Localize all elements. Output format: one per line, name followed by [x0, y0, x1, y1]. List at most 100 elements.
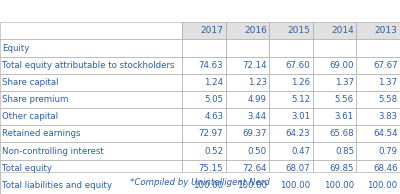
Text: 100.00: 100.00: [280, 181, 310, 190]
Bar: [356, 142, 400, 160]
Bar: [182, 160, 226, 177]
Text: 0.52: 0.52: [204, 147, 223, 156]
Text: 100.00: 100.00: [237, 181, 267, 190]
Text: 1.37: 1.37: [378, 78, 398, 87]
Text: 0.85: 0.85: [335, 147, 354, 156]
Bar: [226, 74, 269, 91]
Text: 2016: 2016: [244, 26, 267, 35]
Bar: [313, 91, 356, 108]
Text: 3.61: 3.61: [335, 112, 354, 121]
Text: 5.58: 5.58: [378, 95, 398, 104]
Text: *Compiled by Unintelligent Nerd: *Compiled by Unintelligent Nerd: [130, 178, 270, 187]
Bar: [356, 160, 400, 177]
Bar: [226, 22, 269, 40]
Text: 64.23: 64.23: [286, 129, 310, 138]
Bar: [269, 160, 313, 177]
Bar: [269, 177, 313, 194]
Bar: [313, 108, 356, 125]
Text: 64.54: 64.54: [373, 129, 398, 138]
Bar: [269, 22, 313, 40]
Bar: [269, 57, 313, 74]
Bar: [0, 57, 182, 74]
Bar: [0, 91, 182, 108]
Bar: [0, 172, 400, 194]
Bar: [226, 39, 269, 57]
Text: 1.23: 1.23: [248, 78, 267, 87]
Text: Share capital: Share capital: [2, 78, 59, 87]
Text: Total equity attributable to stockholders: Total equity attributable to stockholder…: [2, 61, 175, 70]
Bar: [356, 57, 400, 74]
Bar: [313, 22, 356, 40]
Text: 72.14: 72.14: [242, 61, 267, 70]
Text: 68.46: 68.46: [373, 164, 398, 173]
Text: 65.68: 65.68: [329, 129, 354, 138]
Bar: [226, 160, 269, 177]
Text: 5.56: 5.56: [335, 95, 354, 104]
Bar: [313, 57, 356, 74]
Bar: [182, 74, 226, 91]
Bar: [0, 108, 182, 125]
Bar: [269, 74, 313, 91]
Bar: [0, 22, 182, 40]
Text: 2017: 2017: [200, 26, 223, 35]
Bar: [226, 142, 269, 160]
Text: 1.24: 1.24: [204, 78, 223, 87]
Text: 0.47: 0.47: [291, 147, 310, 156]
Bar: [0, 39, 182, 57]
Text: 2015: 2015: [288, 26, 310, 35]
Text: 72.97: 72.97: [199, 129, 223, 138]
Bar: [226, 177, 269, 194]
Text: 100.00: 100.00: [193, 181, 223, 190]
Text: 67.67: 67.67: [373, 61, 398, 70]
Bar: [313, 177, 356, 194]
Bar: [356, 39, 400, 57]
Bar: [269, 91, 313, 108]
Text: 0.79: 0.79: [379, 147, 398, 156]
Text: 4.63: 4.63: [204, 112, 223, 121]
Text: 2014: 2014: [331, 26, 354, 35]
Text: Other capital: Other capital: [2, 112, 58, 121]
Bar: [356, 108, 400, 125]
Text: 3.01: 3.01: [291, 112, 310, 121]
Text: 3.83: 3.83: [378, 112, 398, 121]
Bar: [356, 91, 400, 108]
Bar: [313, 142, 356, 160]
Text: Non-controlling interest: Non-controlling interest: [2, 147, 104, 156]
Text: 75.15: 75.15: [198, 164, 223, 173]
Text: Total equity: Total equity: [2, 164, 52, 173]
Bar: [313, 74, 356, 91]
Bar: [182, 57, 226, 74]
Bar: [182, 177, 226, 194]
Bar: [0, 74, 182, 91]
Bar: [226, 57, 269, 74]
Text: Retained earnings: Retained earnings: [2, 129, 81, 138]
Bar: [0, 177, 182, 194]
Bar: [182, 39, 226, 57]
Text: 69.00: 69.00: [330, 61, 354, 70]
Text: 5.05: 5.05: [204, 95, 223, 104]
Text: 74.63: 74.63: [198, 61, 223, 70]
Bar: [313, 160, 356, 177]
Text: 0.50: 0.50: [248, 147, 267, 156]
Bar: [182, 142, 226, 160]
Bar: [226, 108, 269, 125]
Text: 1.26: 1.26: [291, 78, 310, 87]
Text: 69.37: 69.37: [242, 129, 267, 138]
Bar: [269, 39, 313, 57]
Text: 5.12: 5.12: [291, 95, 310, 104]
Text: 72.64: 72.64: [242, 164, 267, 173]
Bar: [313, 125, 356, 142]
Bar: [226, 125, 269, 142]
Bar: [0, 125, 182, 142]
Text: Share premium: Share premium: [2, 95, 69, 104]
Text: Total liabilities and equity: Total liabilities and equity: [2, 181, 112, 190]
Text: 68.07: 68.07: [286, 164, 310, 173]
Text: 67.60: 67.60: [286, 61, 310, 70]
Bar: [182, 22, 226, 40]
Text: 100.00: 100.00: [324, 181, 354, 190]
Bar: [226, 91, 269, 108]
Bar: [182, 91, 226, 108]
Bar: [356, 177, 400, 194]
Bar: [269, 125, 313, 142]
Bar: [356, 22, 400, 40]
